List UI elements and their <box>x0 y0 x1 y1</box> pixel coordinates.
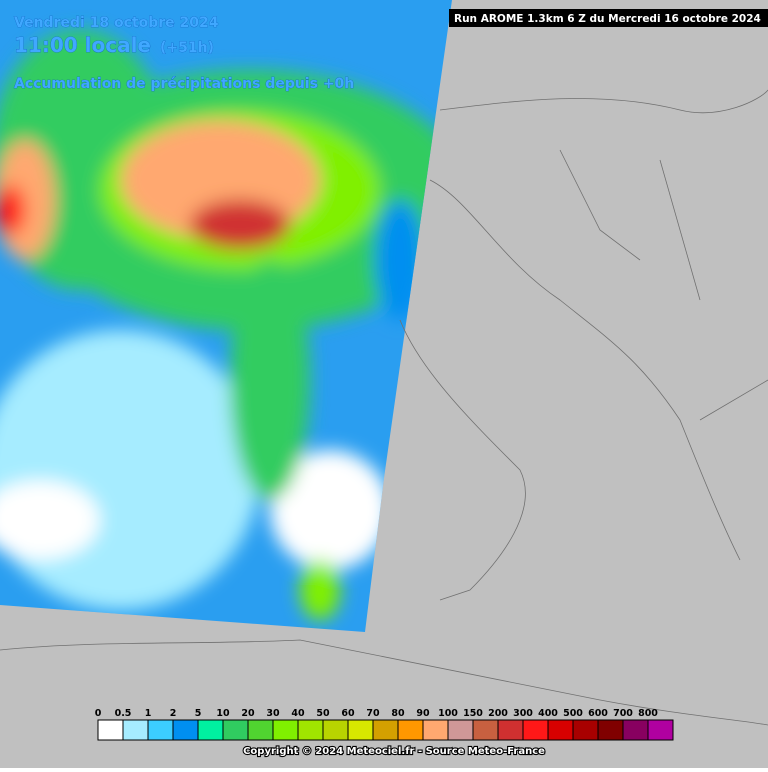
legend-label: 20 <box>241 708 255 719</box>
legend-label: 10 <box>216 708 230 719</box>
legend-swatch <box>122 719 149 741</box>
legend-swatch <box>297 719 324 741</box>
legend-label: 5 <box>195 708 202 719</box>
borders <box>0 89 768 726</box>
legend-swatch <box>397 719 424 741</box>
legend-label: 1 <box>145 708 152 719</box>
legend-swatch <box>322 719 349 741</box>
product-title: Accumulation de précipitations depuis +0… <box>14 76 354 92</box>
legend-swatch <box>222 719 249 741</box>
legend-swatch <box>472 719 499 741</box>
legend-label: 400 <box>538 708 558 719</box>
legend-label: 2 <box>170 708 177 719</box>
legend-swatch <box>447 719 474 741</box>
run-banner <box>449 9 768 27</box>
legend-label: 500 <box>563 708 583 719</box>
lead-time: (+51h) <box>160 40 214 56</box>
legend-label: 60 <box>341 708 355 719</box>
legend-swatch <box>97 719 124 741</box>
legend-label: 600 <box>588 708 608 719</box>
legend-label: 300 <box>513 708 533 719</box>
run-info: Run AROME 1.3km 6 Z du Mercredi 16 octob… <box>454 13 761 25</box>
legend-label: 30 <box>266 708 280 719</box>
legend-swatch <box>647 719 674 741</box>
legend-label: 90 <box>416 708 430 719</box>
forecast-date: Vendredi 18 octobre 2024 <box>14 15 219 31</box>
copyright: Copyright © 2024 Meteociel.fr - Source M… <box>243 746 545 757</box>
legend-label: 80 <box>391 708 405 719</box>
legend-swatch <box>197 719 224 741</box>
legend: 0 0.5 1 2 5 10 20 30 40 50 60 70 80 90 100 150 200 300 400… <box>95 708 674 741</box>
legend-swatch <box>547 719 574 741</box>
legend-swatch <box>497 719 524 741</box>
legend-swatch <box>522 719 549 741</box>
legend-label: 150 <box>463 708 483 719</box>
legend-swatch <box>147 719 174 741</box>
legend-swatch <box>347 719 374 741</box>
legend-label: 0.5 <box>115 708 132 719</box>
legend-swatch <box>372 719 399 741</box>
legend-swatch <box>172 719 199 741</box>
legend-swatch <box>597 719 624 741</box>
legend-label: 40 <box>291 708 305 719</box>
legend-swatch <box>247 719 274 741</box>
legend-label: 100 <box>438 708 458 719</box>
forecast-time: 11:00 locale <box>14 33 151 57</box>
legend-label: 0 <box>95 708 102 719</box>
legend-swatch <box>272 719 299 741</box>
legend-swatch <box>572 719 599 741</box>
legend-label: 800 <box>638 708 658 719</box>
legend-label: 70 <box>366 708 380 719</box>
precipitation-field <box>0 0 452 632</box>
legend-swatch <box>422 719 449 741</box>
legend-label: 50 <box>316 708 330 719</box>
legend-label: 700 <box>613 708 633 719</box>
legend-label: 200 <box>488 708 508 719</box>
legend-swatch <box>622 719 649 741</box>
